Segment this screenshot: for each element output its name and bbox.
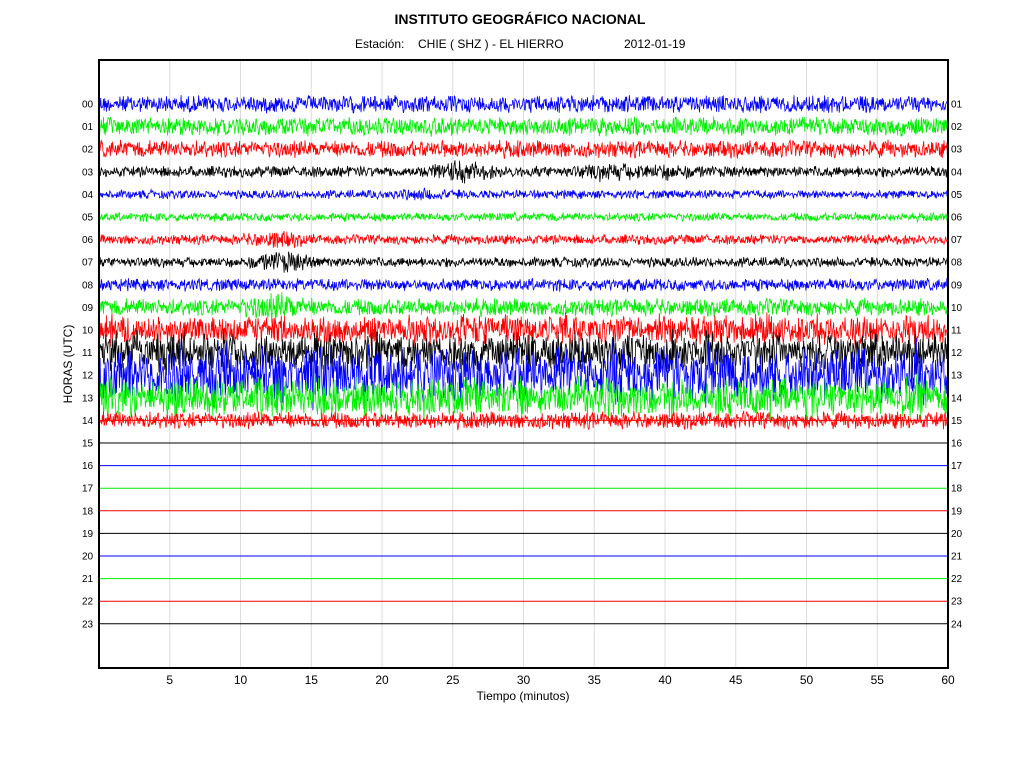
left-hour-label: 09 (82, 303, 94, 314)
left-hour-label: 21 (82, 574, 94, 585)
right-hour-label: 21 (951, 552, 963, 563)
record-date: 2012-01-19 (624, 37, 686, 51)
right-hour-label: 14 (951, 393, 963, 404)
right-hour-label: 18 (951, 484, 963, 495)
left-hour-label: 15 (82, 439, 94, 450)
x-tick-label: 35 (588, 673, 602, 687)
station-name: CHIE ( SHZ ) - EL HIERRO (418, 37, 564, 51)
x-axis-label: Tiempo (minutos) (477, 689, 570, 703)
left-hour-label: 18 (82, 506, 94, 517)
trace-hour-2 (99, 139, 948, 159)
trace-hour-6 (99, 230, 948, 248)
left-hour-label: 14 (82, 416, 94, 427)
left-hour-label: 20 (82, 552, 94, 563)
left-hour-label: 05 (82, 213, 94, 224)
left-hour-label: 19 (82, 529, 94, 540)
right-hour-label: 08 (951, 258, 963, 269)
trace-hour-7 (99, 251, 948, 273)
trace-hour-9 (99, 292, 948, 323)
left-hour-label: 02 (82, 145, 94, 156)
trace-hour-12 (99, 337, 948, 411)
x-tick-label: 10 (234, 673, 248, 687)
trace-hour-4 (99, 187, 948, 201)
right-hour-label: 03 (951, 145, 963, 156)
label-layer: 5 10 15 20 25 30 35 40 45 50 55 60 00 01 02 03 04 05 06 07 0… (82, 100, 963, 688)
right-hour-label: 15 (951, 416, 963, 427)
left-hour-label: 07 (82, 258, 94, 269)
y-axis-label: HORAS (UTC) (61, 325, 75, 404)
x-tick-label: 40 (658, 673, 672, 687)
x-tick-label: 20 (375, 673, 389, 687)
right-hour-label: 22 (951, 574, 963, 585)
right-hour-label: 24 (951, 619, 963, 630)
right-hour-label: 23 (951, 597, 963, 608)
trace-hour-8 (99, 277, 948, 292)
right-hour-label: 07 (951, 235, 963, 246)
right-hour-label: 05 (951, 190, 963, 201)
right-hour-label: 04 (951, 167, 963, 178)
trace-hour-0 (99, 95, 948, 114)
right-hour-label: 10 (951, 303, 963, 314)
trace-hour-5 (99, 210, 948, 224)
left-hour-label: 08 (82, 280, 94, 291)
left-hour-label: 23 (82, 619, 94, 630)
left-hour-label: 03 (82, 167, 94, 178)
left-hour-label: 10 (82, 326, 94, 337)
right-hour-label: 02 (951, 122, 963, 133)
right-hour-label: 13 (951, 371, 963, 382)
left-hour-label: 04 (82, 190, 94, 201)
trace-hour-1 (99, 116, 948, 137)
left-hour-label: 01 (82, 122, 94, 133)
right-hour-label: 11 (951, 326, 962, 337)
x-tick-label: 5 (166, 673, 173, 687)
trace-hour-14 (99, 410, 948, 431)
right-hour-label: 17 (951, 461, 963, 472)
plot-frame (98, 59, 949, 669)
right-hour-label: 06 (951, 213, 963, 224)
trace-hour-10 (99, 312, 948, 349)
chart-title: INSTITUTO GEOGRÁFICO NACIONAL (394, 11, 646, 27)
right-hour-label: 19 (951, 506, 963, 517)
x-tick-label: 15 (305, 673, 319, 687)
x-tick-label: 50 (800, 673, 814, 687)
left-hour-label: 13 (82, 393, 94, 404)
right-hour-label: 20 (951, 529, 963, 540)
right-hour-label: 12 (951, 348, 963, 359)
trace-layer (99, 95, 948, 625)
left-hour-label: 22 (82, 597, 94, 608)
left-hour-label: 06 (82, 235, 94, 246)
right-hour-label: 16 (951, 439, 963, 450)
x-tick-label: 45 (729, 673, 743, 687)
x-tick-label: 55 (871, 673, 885, 687)
x-tick-label: 30 (517, 673, 531, 687)
right-hour-label: 01 (951, 100, 963, 111)
station-label: Estación: (355, 37, 405, 51)
left-hour-label: 11 (82, 348, 93, 359)
left-hour-label: 17 (82, 484, 94, 495)
left-hour-label: 16 (82, 461, 94, 472)
right-hour-label: 09 (951, 280, 963, 291)
x-tick-label: 25 (446, 673, 460, 687)
x-tick-label: 60 (941, 673, 955, 687)
trace-hour-3 (99, 160, 948, 184)
left-hour-label: 12 (82, 371, 94, 382)
left-hour-label: 00 (82, 100, 94, 111)
